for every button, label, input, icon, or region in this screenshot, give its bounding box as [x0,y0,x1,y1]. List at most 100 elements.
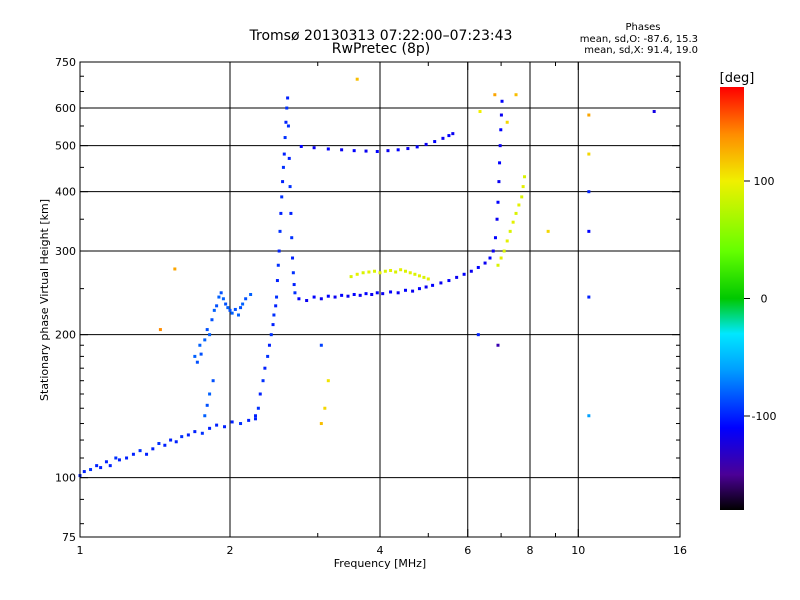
data-point [169,438,173,442]
y-tick-labels: 75 100 200 300 400 500 600 750 [55,56,76,544]
data-point [381,292,385,296]
data-point [496,343,500,347]
data-point [286,124,290,128]
data-point [282,152,286,156]
data-point [439,281,443,285]
data-point [422,275,426,279]
data-point [433,140,437,144]
data-point [352,149,356,153]
data-point [499,256,503,260]
y-tick-label: 75 [62,531,76,544]
colorbar-tick-label: 0 [761,293,768,306]
data-point [215,423,219,427]
data-point [319,297,323,301]
data-point [496,263,500,267]
data-point [276,263,280,267]
data-point [403,288,407,292]
data-point [319,422,323,426]
data-point [587,113,591,117]
data-point [326,147,330,151]
data-point [82,470,86,474]
data-point [241,302,245,306]
data-point [499,113,503,117]
data-point [497,180,501,184]
data-point [239,306,243,310]
data-point [469,269,473,273]
colorbar-ticks: 100 0 -100 [744,175,776,423]
data-point [396,148,400,152]
data-point [326,379,330,383]
colorbar-tick-label: 100 [754,175,775,188]
data-point [263,366,267,370]
data-point [99,466,103,470]
data-point [186,433,190,437]
y-tick-label: 750 [55,56,76,69]
data-point [521,185,525,189]
data-point [293,291,297,295]
data-point [493,236,497,240]
data-point [364,149,368,153]
phases-x-stats: mean, sd,X: 91.4, 19.0 [584,45,698,56]
data-point [312,295,316,299]
chart-subtitle: RwPretec (8p) [332,41,430,57]
data-points [78,77,656,478]
x-tick-label: 16 [673,544,687,557]
data-point [203,338,207,342]
data-point [226,306,230,310]
phases-o-stats: mean, sd,O: -87.6, 15.3 [580,34,698,45]
data-point [508,229,512,233]
y-tick-label: 100 [55,472,76,485]
data-point [424,142,428,146]
data-point [403,269,407,273]
data-point [279,211,283,215]
x-tick-labels: 1 2 4 6 8 10 16 [77,544,688,557]
colorbar-tick-label: -100 [752,410,777,423]
data-point [193,354,197,358]
data-point [367,270,371,274]
data-point [272,313,276,317]
data-point [355,77,359,81]
data-point [108,464,112,468]
data-point [208,426,212,430]
data-point [173,267,177,271]
data-point [211,379,215,383]
data-point [447,134,451,138]
data-point [496,200,500,204]
data-point [389,268,393,272]
data-point [346,294,350,298]
data-point [491,249,495,253]
data-point [288,185,292,189]
data-point [451,132,455,136]
data-point [587,229,591,233]
data-point [415,145,419,149]
data-point [180,435,184,439]
data-point [158,328,162,332]
data-point [193,430,197,434]
data-point [441,136,445,140]
data-point [323,406,327,410]
y-tick-label: 300 [55,245,76,258]
data-point [378,271,382,275]
data-point [587,295,591,299]
data-point [174,440,178,444]
plot-frame [79,61,681,538]
data-point [95,464,99,468]
data-point [488,256,492,260]
data-point [319,343,323,347]
data-point [275,295,279,299]
data-point [500,99,504,103]
data-point [411,289,415,293]
data-point [455,275,459,279]
data-point [370,292,374,296]
data-point [244,297,248,301]
data-point [289,211,293,215]
data-point [199,352,203,356]
data-point [200,431,204,435]
data-point [587,152,591,156]
data-point [233,307,237,311]
data-point [297,297,301,301]
data-point [396,291,400,295]
data-point [505,120,509,124]
data-point [462,272,466,276]
